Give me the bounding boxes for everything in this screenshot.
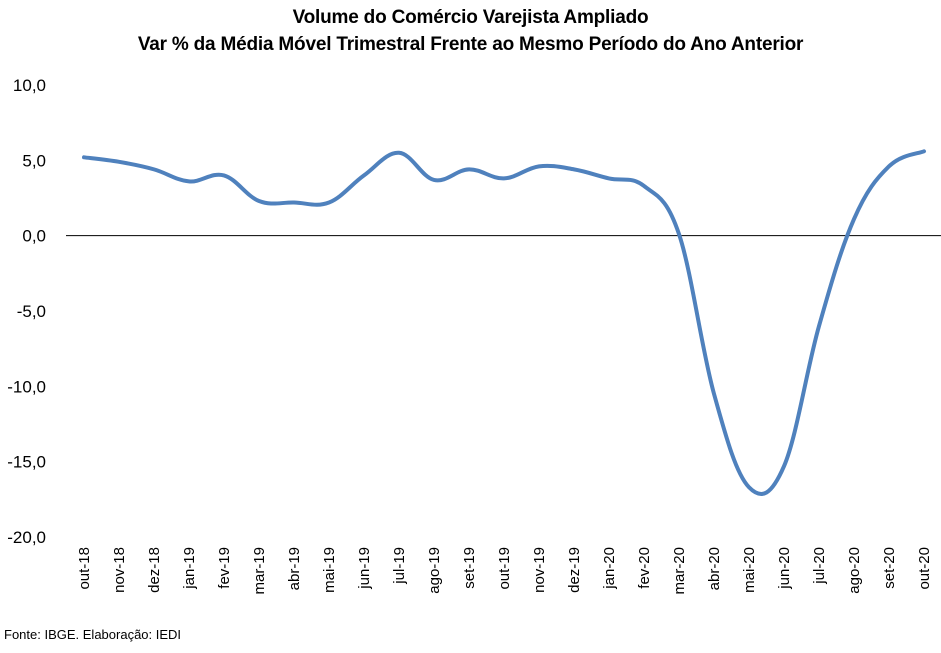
x-tick-label: jul-19	[391, 547, 408, 585]
x-tick-label: mar-20	[671, 547, 688, 595]
x-tick-label: mar-19	[251, 547, 268, 595]
x-tick-label: out-18	[76, 547, 93, 590]
x-tick-label: ago-20	[846, 547, 863, 594]
x-tick-label: jun-19	[356, 547, 373, 590]
x-tick-label: abr-20	[706, 547, 723, 590]
x-tick-label: out-20	[916, 547, 933, 590]
y-tick-label: 10,0	[13, 76, 46, 95]
x-tick-label: out-19	[496, 547, 513, 590]
x-tick-label: set-20	[881, 547, 898, 589]
x-tick-label: jul-20	[811, 547, 828, 585]
x-tick-label: mai-19	[321, 547, 338, 593]
x-tick-label: nov-18	[111, 547, 128, 593]
y-tick-label: -20,0	[7, 528, 46, 547]
x-tick-label: abr-19	[286, 547, 303, 590]
x-tick-label: ago-19	[426, 547, 443, 594]
y-tick-label: 5,0	[22, 151, 46, 170]
x-tick-label: jun-20	[776, 547, 793, 590]
y-tick-label: -5,0	[17, 302, 46, 321]
x-tick-label: dez-19	[566, 547, 583, 593]
y-tick-label: 0,0	[22, 227, 46, 246]
series-line	[82, 149, 926, 496]
x-tick-label: dez-18	[146, 547, 163, 593]
x-tick-label: jan-20	[601, 547, 618, 590]
x-tick-label: jan-19	[181, 547, 198, 590]
x-tick-label: set-19	[461, 547, 478, 589]
source-note: Fonte: IBGE. Elaboração: IEDI	[4, 627, 182, 642]
chart-subtitle: Var % da Média Móvel Trimestral Frente a…	[137, 34, 804, 55]
x-tick-label: nov-19	[531, 547, 548, 593]
y-tick-label: -15,0	[7, 453, 46, 472]
x-tick-label: mai-20	[741, 547, 758, 593]
chart-title: Volume do Comércio Varejista Ampliado	[292, 7, 649, 28]
y-tick-label: -10,0	[7, 377, 46, 396]
x-tick-label: fev-20	[636, 547, 653, 589]
x-tick-label: fev-19	[216, 547, 233, 589]
